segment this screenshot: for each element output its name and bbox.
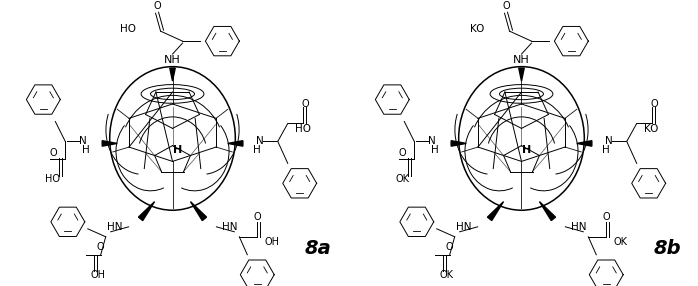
Text: O: O <box>651 99 658 109</box>
Text: O: O <box>97 242 105 252</box>
Text: HO: HO <box>45 174 60 184</box>
Polygon shape <box>519 68 524 81</box>
Text: HN: HN <box>456 222 472 232</box>
Text: 8a: 8a <box>305 239 332 258</box>
Text: O: O <box>446 242 454 252</box>
Text: HN: HN <box>223 222 238 232</box>
Text: KO: KO <box>470 24 484 34</box>
Text: H: H <box>522 145 531 155</box>
Text: HO: HO <box>295 124 311 134</box>
Text: H: H <box>253 145 260 155</box>
Text: N: N <box>429 136 436 146</box>
Text: H: H <box>431 145 439 155</box>
Text: O: O <box>154 1 161 11</box>
Text: O: O <box>50 148 57 158</box>
Text: NH: NH <box>164 55 181 65</box>
Text: OH: OH <box>265 237 279 247</box>
Polygon shape <box>451 141 466 146</box>
Text: O: O <box>253 212 261 222</box>
Text: 8b: 8b <box>653 239 681 258</box>
Text: O: O <box>399 148 406 158</box>
Polygon shape <box>228 141 243 146</box>
Text: OH: OH <box>90 270 105 280</box>
Text: O: O <box>302 99 309 109</box>
Polygon shape <box>138 202 154 221</box>
Text: HN: HN <box>572 222 587 232</box>
Text: HO: HO <box>119 24 135 34</box>
Text: OK: OK <box>395 174 409 184</box>
Polygon shape <box>540 202 556 221</box>
Text: NH: NH <box>513 55 530 65</box>
Polygon shape <box>577 141 592 146</box>
Text: KO: KO <box>644 124 658 134</box>
Text: OK: OK <box>614 237 628 247</box>
Polygon shape <box>102 141 117 146</box>
Text: N: N <box>256 136 264 146</box>
Text: HN: HN <box>107 222 123 232</box>
Text: N: N <box>604 136 613 146</box>
Polygon shape <box>170 68 175 81</box>
Polygon shape <box>191 202 207 221</box>
Text: H: H <box>82 145 90 155</box>
Text: H: H <box>602 145 609 155</box>
Text: O: O <box>602 212 610 222</box>
Text: O: O <box>503 1 510 11</box>
Polygon shape <box>487 202 503 221</box>
Text: OK: OK <box>440 270 454 280</box>
Text: N: N <box>80 136 87 146</box>
Text: H: H <box>173 145 182 155</box>
